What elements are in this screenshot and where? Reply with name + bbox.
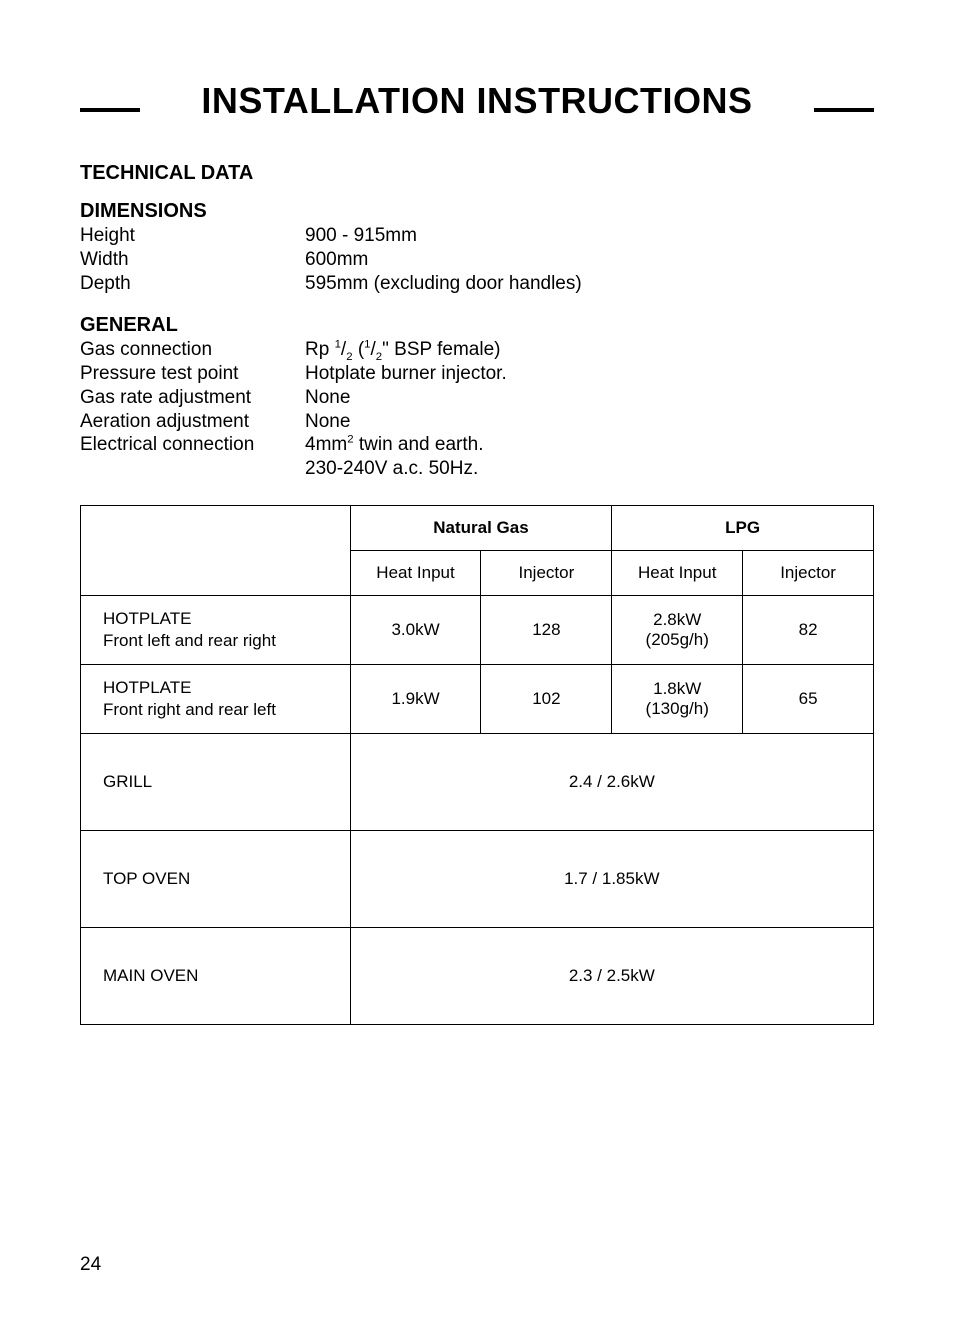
table-row: MAIN OVEN 2.3 / 2.5kW [81,928,874,1025]
general-block: GENERAL Gas connection Rp 1/2 (1/2" BSP … [80,313,874,481]
gen-row-electrical: Electrical connection 4mm2 twin and eart… [80,433,874,457]
dim-label: Height [80,224,305,248]
row-label-line2: Front left and rear right [103,631,276,650]
txt: 4mm [305,434,347,455]
page-number: 24 [80,1254,101,1276]
txt: " BSP female) [382,339,500,360]
gen-label: Pressure test point [80,362,305,386]
gen-value-electrical2: 230-240V a.c. 50Hz. [305,457,874,481]
dim-label: Depth [80,272,305,296]
gen-row-electrical2: 230-240V a.c. 50Hz. [80,457,874,481]
row-label-line1: HOTPLATE [103,678,191,697]
half-num: 1 [335,339,341,351]
table-header-row-1: Natural Gas LPG [81,505,874,550]
ng-heat: 3.0kW [350,595,481,664]
row-label-line1: HOTPLATE [103,609,191,628]
ng-inj: 102 [481,664,612,733]
dim-row: Height 900 - 915mm [80,224,874,248]
gen-row: Pressure test point Hotplate burner inje… [80,362,874,386]
dim-value: 595mm (excluding door handles) [305,272,874,296]
lpg-heat-line1: 2.8kW [653,610,701,629]
natural-gas-header: Natural Gas [350,505,612,550]
gen-label: Gas connection [80,338,305,362]
gen-row-gas-connection: Gas connection Rp 1/2 (1/2" BSP female) [80,338,874,362]
injector-header: Injector [481,550,612,595]
lpg-header: LPG [612,505,874,550]
dimensions-heading: DIMENSIONS [80,199,874,224]
heat-input-header: Heat Input [612,550,743,595]
table-row: HOTPLATE Front right and rear left 1.9kW… [81,664,874,733]
lpg-inj: 65 [743,664,874,733]
title-bar-left [80,108,140,112]
table-row: GRILL 2.4 / 2.6kW [81,734,874,831]
title-row: INSTALLATION INSTRUCTIONS [80,80,874,122]
dim-value: 600mm [305,248,874,272]
lpg-heat: 2.8kW (205g/h) [612,595,743,664]
gen-value: None [305,386,874,410]
gen-label-empty [80,457,305,481]
page: INSTALLATION INSTRUCTIONS TECHNICAL DATA… [0,0,954,1336]
dimensions-block: DIMENSIONS Height 900 - 915mm Width 600m… [80,199,874,295]
technical-data-heading: TECHNICAL DATA [80,162,874,185]
row-label-line2: Front right and rear left [103,700,276,719]
wide-value: 1.7 / 1.85kW [350,831,873,928]
lpg-inj: 82 [743,595,874,664]
gen-row: Gas rate adjustment None [80,386,874,410]
lpg-heat: 1.8kW (130g/h) [612,664,743,733]
row-label: HOTPLATE Front left and rear right [81,595,351,664]
row-label: GRILL [81,734,351,831]
dim-label: Width [80,248,305,272]
gen-label: Aeration adjustment [80,410,305,434]
dim-value: 900 - 915mm [305,224,874,248]
page-title: INSTALLATION INSTRUCTIONS [140,80,814,122]
row-label: HOTPLATE Front right and rear left [81,664,351,733]
heat-input-header: Heat Input [350,550,481,595]
empty-header [81,505,351,595]
dim-row: Depth 595mm (excluding door handles) [80,272,874,296]
txt: twin and earth. [354,434,484,455]
lpg-heat-line2: (205g/h) [646,630,709,649]
txt: Rp [305,339,335,360]
gen-value-electrical: 4mm2 twin and earth. [305,433,874,457]
row-label: MAIN OVEN [81,928,351,1025]
ng-heat: 1.9kW [350,664,481,733]
row-label: TOP OVEN [81,831,351,928]
general-heading: GENERAL [80,313,874,338]
gen-value-gas-connection: Rp 1/2 (1/2" BSP female) [305,338,874,362]
injector-header: Injector [743,550,874,595]
gen-value: None [305,410,874,434]
ng-inj: 128 [481,595,612,664]
spec-table: Natural Gas LPG Heat Input Injector Heat… [80,505,874,1025]
half-num: 1 [364,339,370,351]
dim-row: Width 600mm [80,248,874,272]
lpg-heat-line2: (130g/h) [646,699,709,718]
table-row: TOP OVEN 1.7 / 1.85kW [81,831,874,928]
lpg-heat-line1: 1.8kW [653,679,701,698]
txt: ( [353,339,365,360]
gen-label: Gas rate adjustment [80,386,305,410]
gen-row: Aeration adjustment None [80,410,874,434]
gen-value: Hotplate burner injector. [305,362,874,386]
wide-value: 2.4 / 2.6kW [350,734,873,831]
title-bar-right [814,108,874,112]
wide-value: 2.3 / 2.5kW [350,928,873,1025]
gen-label: Electrical connection [80,433,305,457]
table-row: HOTPLATE Front left and rear right 3.0kW… [81,595,874,664]
